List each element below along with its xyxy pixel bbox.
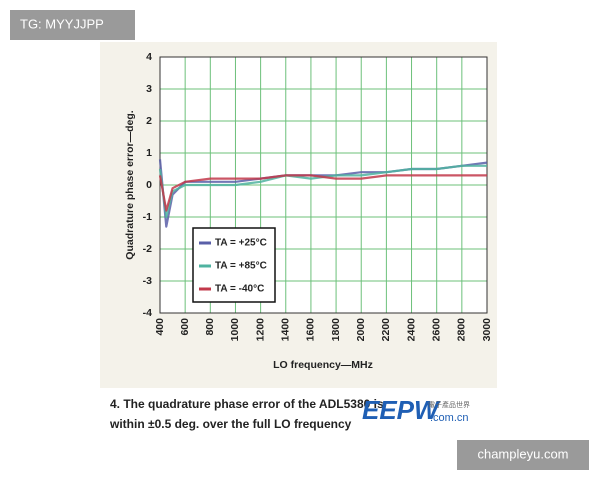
caption: within ±0.5 deg. over the full LO freque… (109, 417, 352, 431)
x-tick-label: 2200 (380, 318, 392, 342)
logo-domain: .com.cn (430, 412, 469, 424)
x-tick-label: 2600 (430, 318, 442, 342)
y-tick-label: -4 (143, 307, 152, 319)
x-tick-label: 1400 (280, 318, 292, 342)
x-tick-label: 3000 (481, 318, 493, 342)
series-line (158, 164, 487, 219)
x-tick-label: 1200 (254, 318, 266, 342)
x-tick-label: 2400 (405, 318, 417, 342)
y-tick-label: -2 (143, 243, 152, 255)
y-tick-label: 4 (146, 51, 152, 63)
tag: TG: MYYJJPP (20, 16, 104, 31)
y-tick-label: -1 (143, 211, 152, 223)
x-tick-label: 1600 (305, 318, 317, 342)
x-tick-label: 600 (179, 318, 191, 336)
legend-label: TA = -40°C (215, 284, 264, 295)
y-tick-label: 2 (146, 115, 152, 127)
tag-box (10, 10, 135, 40)
site-box (457, 440, 589, 470)
plot-border (159, 56, 488, 314)
logo-cn: 電子產品世界 (428, 400, 470, 409)
x-axis-label: LO frequency—MHz (273, 359, 373, 371)
legend-label: TA = +85°C (215, 261, 267, 272)
y-tick-label: -3 (143, 275, 152, 287)
y-tick-label: 1 (146, 147, 152, 159)
legend-label: TA = +25°C (215, 238, 267, 249)
x-tick-label: 1000 (229, 318, 241, 342)
x-tick-label: 2800 (456, 318, 468, 342)
y-tick-label: 0 (146, 179, 152, 191)
x-tick-label: 400 (154, 318, 166, 336)
x-tick-label: 2000 (355, 318, 367, 342)
logo: EEPW (362, 395, 441, 425)
x-tick-label: 1800 (330, 318, 342, 342)
x-tick-label: 800 (204, 318, 216, 336)
series-line (158, 174, 487, 212)
y-tick-label: 3 (146, 83, 152, 95)
site: champleyu.com (477, 446, 568, 461)
y-axis-label: Quadrature phase error—deg. (124, 110, 136, 259)
caption: 4. The quadrature phase error of the ADL… (110, 397, 384, 411)
